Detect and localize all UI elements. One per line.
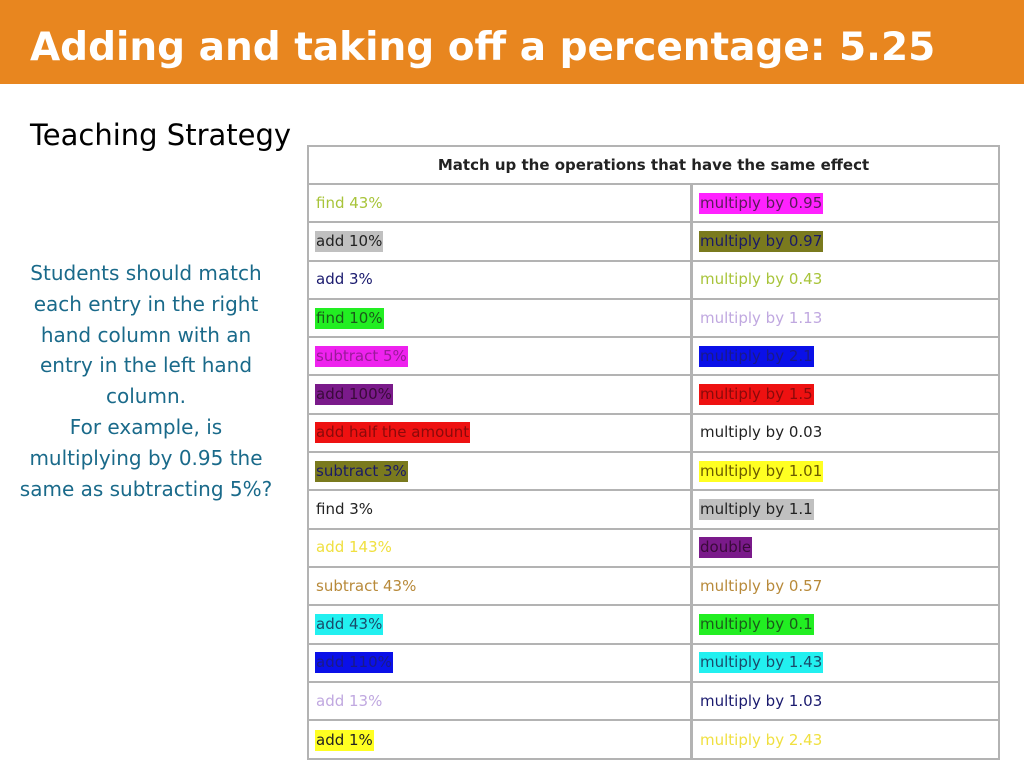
table-row: subtract 43% multiply by 0.57: [309, 567, 998, 607]
operation-label: add 100%: [315, 384, 393, 406]
operation-label: add 10%: [315, 230, 384, 252]
multiplier-label: multiply by 0.57: [700, 576, 823, 595]
right-cell: multiply by 1.1: [693, 491, 998, 527]
table-row: subtract 3% multiply by 1.01: [309, 453, 998, 492]
left-cell: find 3%: [309, 491, 693, 528]
left-cell: add 10%: [309, 223, 693, 260]
table-rows: find 43% multiply by 0.95 add 10% multiply …: [309, 185, 998, 760]
table-row: add 1% multiply by 2.43: [309, 721, 998, 760]
operation-label: add 43%: [315, 613, 384, 635]
left-cell: add 3%: [309, 261, 693, 298]
right-cell: multiply by 1.43: [693, 645, 998, 681]
operation-label: add half the amount: [315, 422, 471, 444]
operation-label: add 13%: [316, 691, 383, 710]
multiplier-label: double: [699, 537, 753, 559]
left-cell: subtract 3%: [309, 453, 693, 490]
multiplier-label: multiply by 1.5: [699, 384, 814, 406]
operation-label: find 43%: [316, 193, 383, 212]
left-cell: add 13%: [309, 682, 693, 720]
right-cell: multiply by 0.95: [693, 185, 998, 221]
multiplier-label: multiply by 0.97: [699, 230, 824, 252]
left-cell: subtract 43%: [309, 567, 693, 605]
right-cell: multiply by 1.03: [693, 683, 998, 719]
table-row: add 143% double: [309, 529, 998, 568]
table-header: Match up the operations that have the sa…: [309, 147, 998, 185]
multiplier-label: multiply by 1.43: [699, 652, 824, 674]
table-row: add 100% multiply by 1.5: [309, 376, 998, 415]
operation-label: subtract 43%: [316, 576, 417, 595]
multiplier-label: multiply by 1.13: [700, 308, 823, 327]
right-cell: double: [693, 530, 998, 566]
right-cell: multiply by 0.43: [693, 262, 998, 298]
left-cell: add 43%: [309, 606, 693, 643]
table-row: find 3% multiply by 1.1: [309, 491, 998, 530]
operation-label: add 110%: [315, 652, 393, 674]
left-cell: add 110%: [309, 644, 693, 681]
left-cell: find 10%: [309, 299, 693, 337]
teaching-note: Students should match each entry in the …: [30, 261, 262, 409]
right-cell: multiply by 1.01: [693, 453, 998, 489]
right-cell: multiply by 0.1: [693, 606, 998, 642]
multiplier-label: multiply by 0.03: [700, 423, 823, 442]
multiplier-label: multiply by 1.01: [699, 460, 824, 482]
teaching-notes: Students should match each entry in the …: [18, 258, 274, 504]
left-cell: subtract 5%: [309, 338, 693, 375]
left-cell: add 100%: [309, 376, 693, 413]
operation-label: subtract 3%: [315, 460, 408, 482]
table-row: add 110% multiply by 1.43: [309, 644, 998, 683]
slide-title: Adding and taking off a percentage: 5.25: [30, 25, 936, 70]
matching-table: Match up the operations that have the sa…: [307, 145, 1000, 760]
right-cell: multiply by 1.13: [693, 300, 998, 336]
teaching-note: For example, is multiplying by 0.95 the …: [19, 414, 273, 501]
operation-label: subtract 5%: [315, 345, 408, 367]
operation-label: add 1%: [315, 729, 374, 751]
table-row: add 3% multiply by 0.43: [309, 261, 998, 300]
right-cell: multiply by 0.57: [693, 568, 998, 604]
multiplier-label: multiply by 1.1: [699, 499, 814, 521]
title-bar: Adding and taking off a percentage: 5.25: [0, 0, 1024, 84]
multiplier-label: multiply by 2.43: [700, 730, 823, 749]
table-row: add 43% multiply by 0.1: [309, 606, 998, 645]
multiplier-label: multiply by 2.1: [699, 345, 814, 367]
multiplier-label: multiply by 0.95: [699, 192, 824, 214]
right-cell: multiply by 2.43: [693, 721, 998, 759]
right-cell: multiply by 0.03: [693, 415, 998, 451]
multiplier-label: multiply by 1.03: [700, 691, 823, 710]
table-row: add 10% multiply by 0.97: [309, 223, 998, 262]
table-row: find 10% multiply by 1.13: [309, 299, 998, 339]
operation-label: add 143%: [316, 538, 392, 557]
multiplier-label: multiply by 0.1: [699, 613, 814, 635]
left-cell: add 1%: [309, 721, 693, 760]
table-row: add half the amount multiply by 0.03: [309, 414, 998, 454]
operation-label: add 3%: [316, 270, 373, 289]
operation-label: find 3%: [316, 500, 374, 519]
slide-subtitle: Teaching Strategy: [30, 118, 292, 152]
right-cell: multiply by 2.1: [693, 338, 998, 374]
right-cell: multiply by 0.97: [693, 223, 998, 259]
right-cell: multiply by 1.5: [693, 376, 998, 412]
multiplier-label: multiply by 0.43: [700, 270, 823, 289]
left-cell: add half the amount: [309, 414, 693, 452]
table-row: subtract 5% multiply by 2.1: [309, 338, 998, 377]
operation-label: find 10%: [315, 307, 384, 329]
left-cell: find 43%: [309, 185, 693, 222]
table-row: find 43% multiply by 0.95: [309, 185, 998, 224]
table-row: add 13% multiply by 1.03: [309, 682, 998, 722]
left-cell: add 143%: [309, 529, 693, 566]
